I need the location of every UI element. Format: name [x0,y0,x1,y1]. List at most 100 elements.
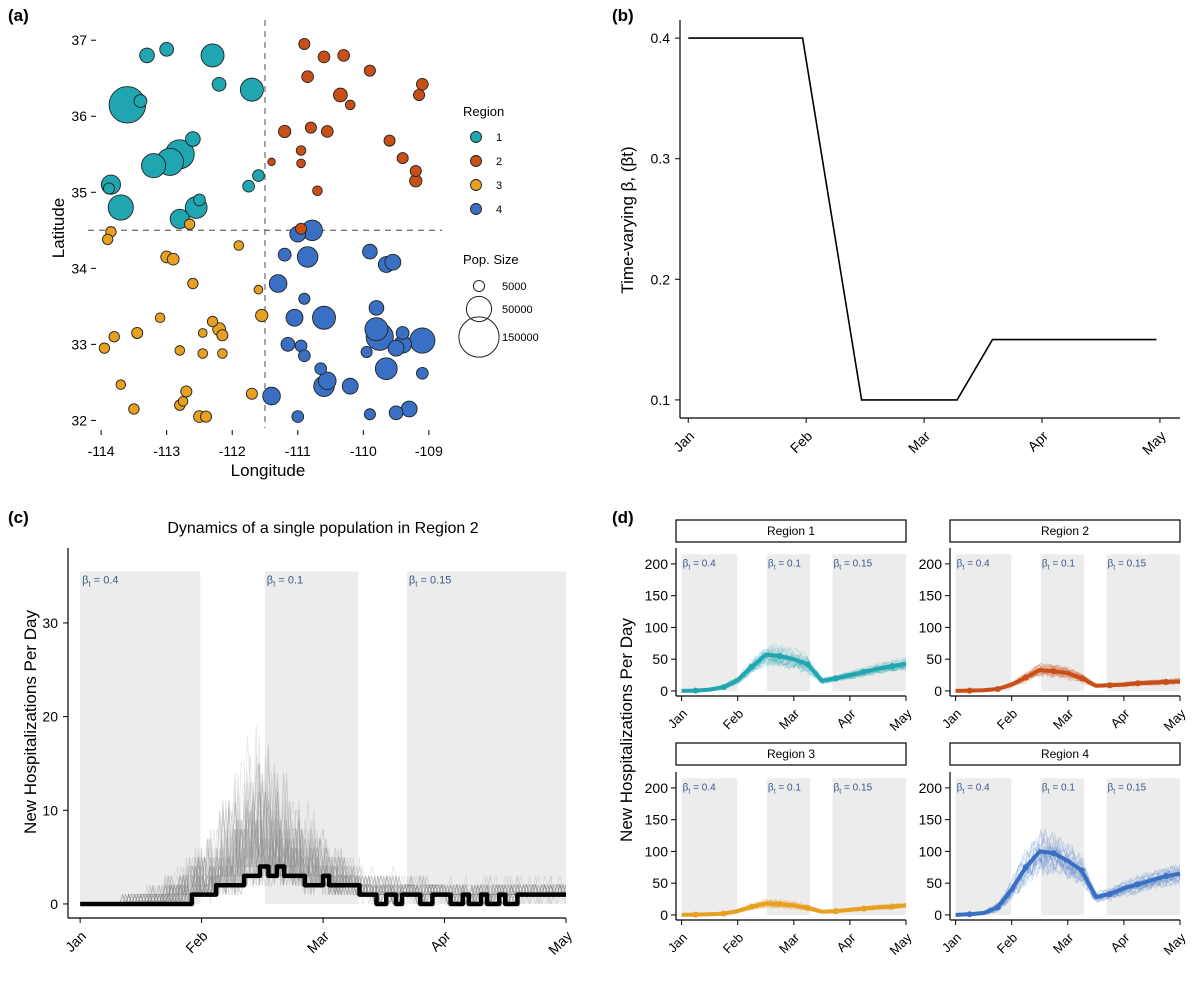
beta-period-shade [832,778,906,915]
median-point [1162,679,1169,686]
median-point [1134,881,1141,888]
panel-d-region-facets: Region 1βt = 0.4 βt = 0.1 βt = 0.150501001… [617,519,1189,958]
population-point [177,396,189,407]
a-y-tick-label: 32 [71,412,87,428]
median-point [888,903,895,910]
population-point [395,326,410,340]
median-point [1050,850,1057,857]
legend-size-label: 150000 [502,332,539,344]
population-point [131,326,144,339]
legend-size-label: 50000 [502,304,533,316]
beta-period-label: βt = 0.1 [768,782,802,795]
panel-a-legend: Region Pop. Size 1 2 3 4 5000 50000 150000 [458,104,539,358]
facet-x-tick-label: Mar [1050,705,1077,732]
population-point [233,240,245,251]
beta-period-label: βt = 0.15 [409,574,451,588]
facet-y-tick-label: 200 [645,556,669,572]
population-point [363,64,376,77]
beta-period-label: βt = 0.4 [957,782,991,795]
panel-c-single-population: Dynamics of a single population in Regio… [21,520,575,958]
simulation-trace [80,735,566,906]
median-point [748,663,755,670]
beta-period-label: βt = 0.1 [1042,782,1076,795]
population-point [388,405,404,421]
population-point [102,233,114,246]
panel-label-b: (b) [612,6,634,25]
median-line [955,849,1181,917]
beta-period-shade [955,554,1012,691]
median-point [1022,674,1029,681]
b-x-tick-label: Feb [787,428,816,457]
facet-y-tick-label: 150 [645,812,669,828]
population-point [278,124,292,139]
population-point [102,182,115,195]
facet-title: Region 3 [767,747,815,761]
facet-x-tick-label: May [887,930,915,958]
panel-b-axes: 0.1 0.2 0.3 0.4 Jan Feb Mar Apr May [651,20,1180,458]
population-point [133,94,148,108]
median-point [832,675,839,682]
population-point [312,305,336,330]
population-point [285,308,304,327]
median-point [994,686,1001,693]
population-point [139,47,155,64]
population-point [362,243,378,260]
legend-size-swatch [472,279,486,293]
simulation-trace [955,857,1181,916]
population-point [267,157,276,167]
facet-x-tick-label: Mar [776,705,803,732]
median-point [1162,873,1169,880]
population-point [383,134,396,147]
facet-y-tick-label: 200 [919,780,943,796]
panel-d-y-axis-label: New Hospitalizations Per Day [617,618,636,842]
panel-a-y-axis-label: Latitude [49,198,68,259]
beta-period-shade [766,554,811,691]
population-point [187,277,199,290]
population-point [217,348,228,359]
facet-x-tick-label: Feb [720,706,746,732]
population-point [298,292,311,305]
beta-period-label: βt = 0.1 [768,558,802,571]
median-point [692,911,699,918]
b-x-tick-label: Apr [1024,428,1051,455]
population-point [166,252,180,266]
b-y-tick-label: 0.2 [651,271,671,287]
population-point [183,218,196,230]
facet-region-4: Region 4 βt = 0.4 βt = 0.1 βt = 0.15 0 50 100 1… [919,742,1189,958]
facet-x-tick-label: Feb [994,706,1020,732]
population-point [312,185,323,197]
facet-region-1: Region 1 βt = 0.4 βt = 0.1 βt = 0.15 0 50 100 1… [645,519,915,734]
median-line [80,864,566,907]
panel-label-d: (d) [612,508,634,527]
a-x-tick-label: -112 [219,443,246,459]
median-point [1078,675,1085,682]
median-line [681,652,907,693]
simulation-trace [955,832,1181,916]
median-point [692,687,699,694]
c-y-tick-label: 10 [42,802,58,818]
population-point [242,179,255,193]
population-point [396,152,409,165]
median-point [1106,682,1113,689]
median-point [888,663,895,670]
beta-period-shade [1106,554,1180,691]
population-point [206,315,219,328]
median-point [860,905,867,912]
b-x-tick-label: Jan [670,428,697,455]
facet-x-tick-label: Apr [1108,705,1133,730]
median-point [1050,668,1057,675]
facet-y-tick-label: 50 [926,651,942,667]
population-point [185,131,201,147]
population-point [245,387,258,400]
panel-a-x-axis-label: Longitude [231,461,306,480]
population-point [115,379,127,390]
beta-period-shade [681,778,738,915]
panel-label-a: (a) [8,6,29,25]
panel-label-c: (c) [8,508,29,527]
a-x-tick-label: -113 [153,443,180,459]
panel-c-title: Dynamics of a single population in Regio… [167,520,478,537]
population-point [159,41,175,57]
c-x-tick-label: Feb [182,928,211,957]
b-x-tick-label: May [1139,428,1169,458]
population-point [239,77,264,102]
